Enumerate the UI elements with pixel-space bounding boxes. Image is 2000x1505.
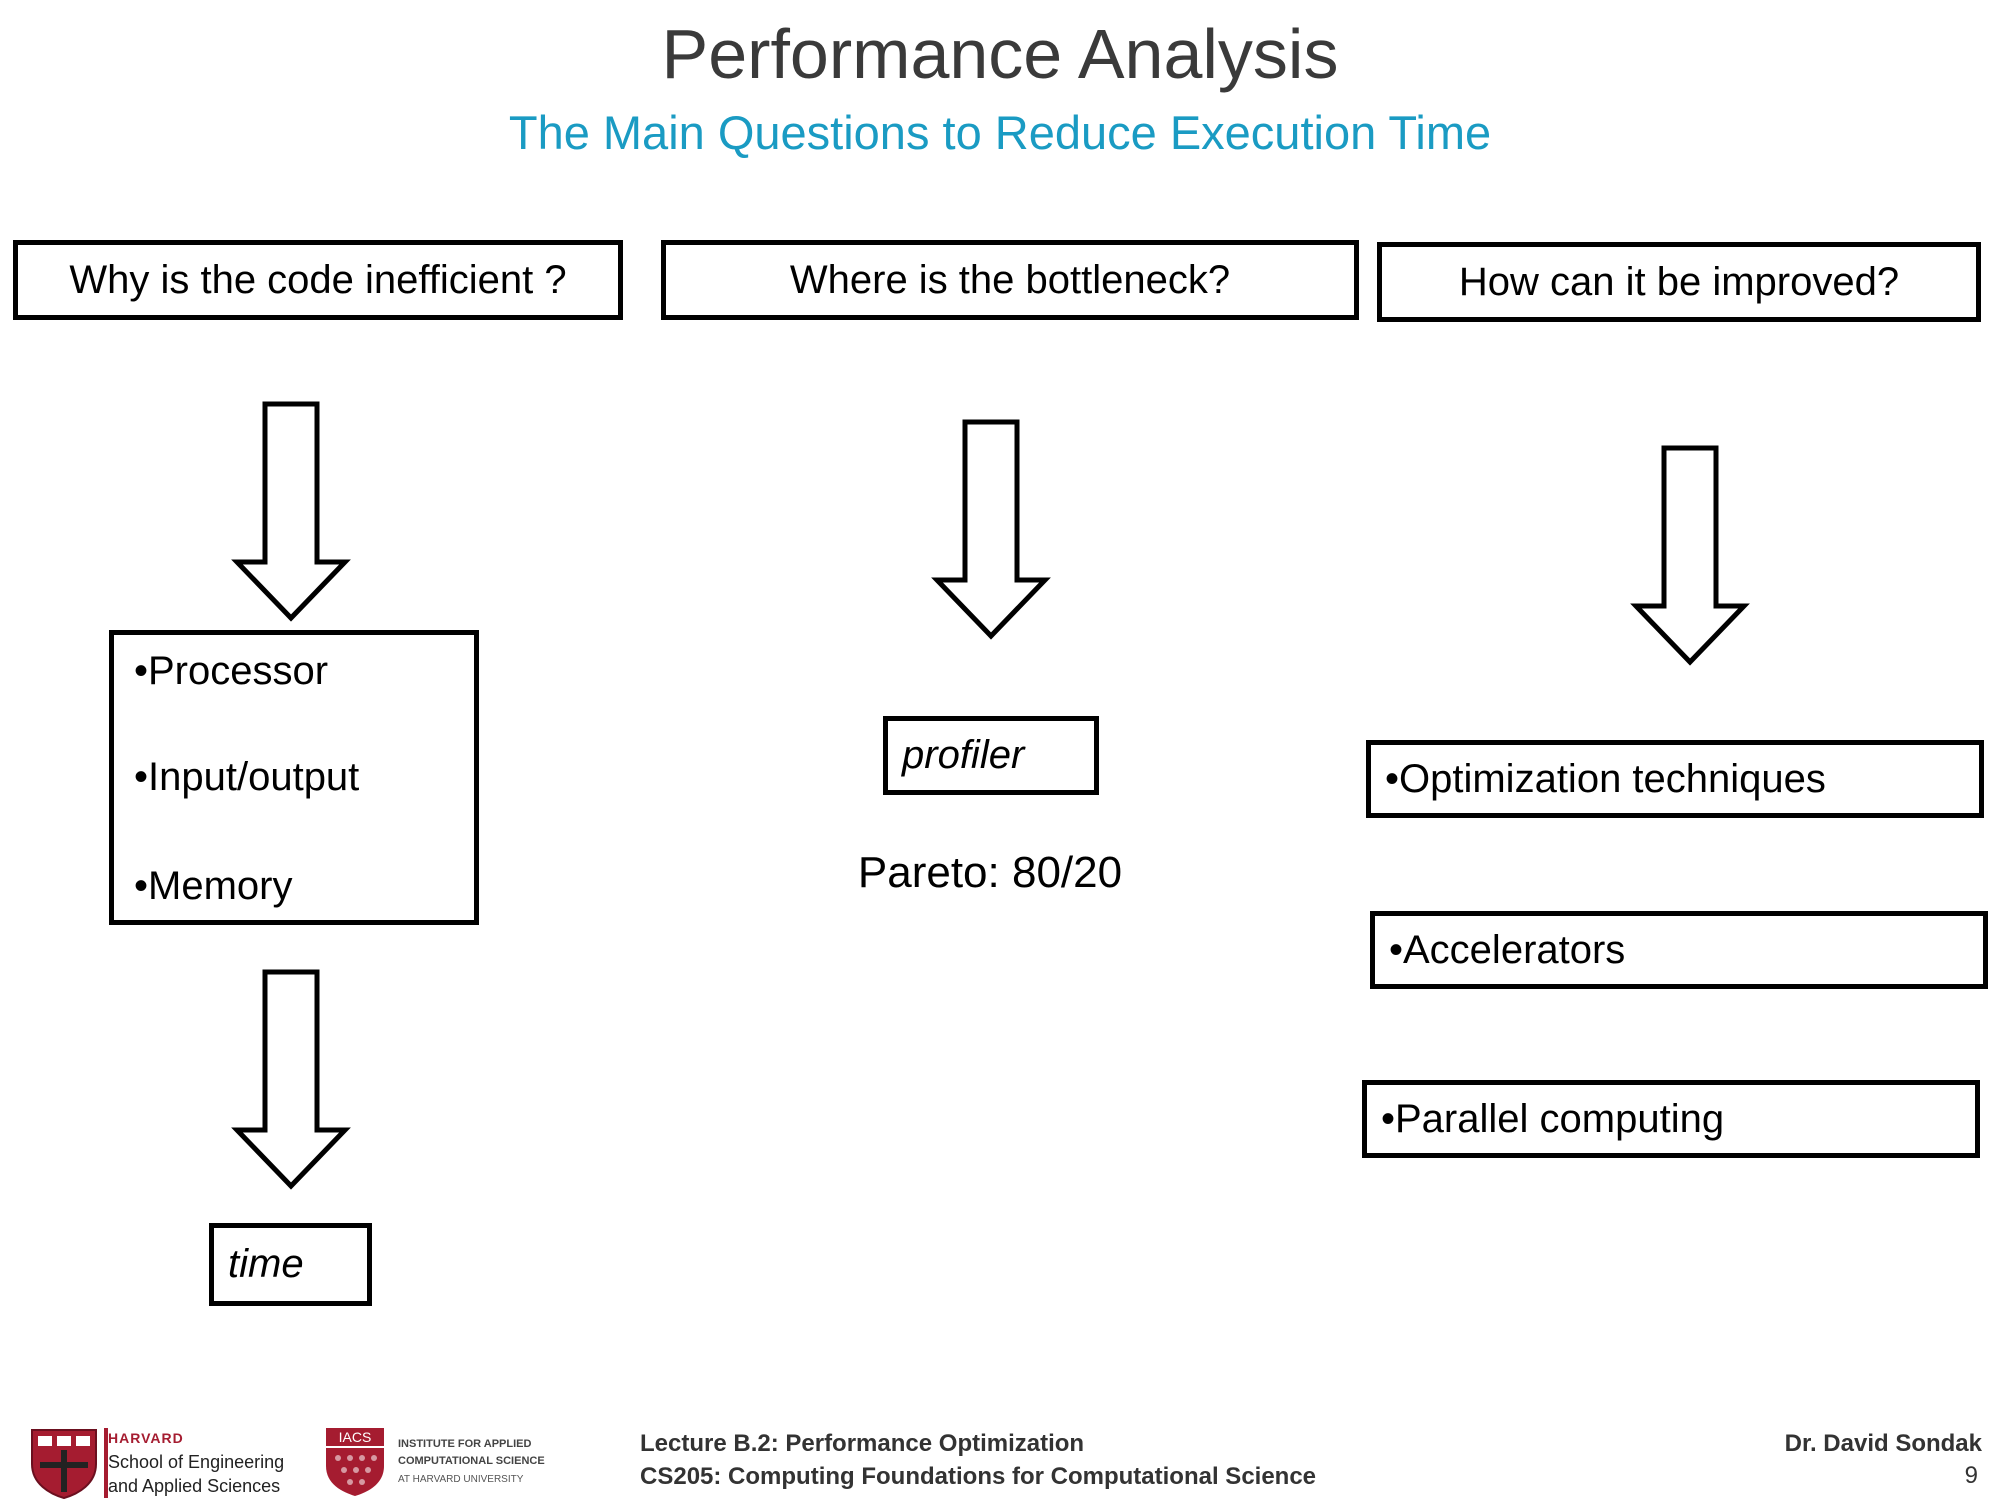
question-why-text: Why is the code inefficient ? bbox=[69, 257, 567, 302]
improvement-box-accelerators: •Accelerators bbox=[1370, 911, 1988, 989]
list-item: •Optimization techniques bbox=[1385, 756, 1826, 801]
harvard-shield-icon bbox=[28, 1428, 100, 1500]
improvement-box-optimization: •Optimization techniques bbox=[1366, 740, 1984, 818]
footer-author: Dr. David Sondak bbox=[1784, 1430, 1982, 1457]
cause-list-box: •Processor •Input/output •Memory bbox=[109, 630, 479, 925]
profiler-box: profiler bbox=[883, 716, 1099, 795]
question-where-text: Where is the bottleneck? bbox=[789, 257, 1231, 302]
harvard-divider bbox=[104, 1428, 108, 1498]
iacs-badge-text: IACS bbox=[339, 1429, 372, 1445]
list-item: •Memory bbox=[134, 864, 293, 908]
down-arrow-icon bbox=[231, 969, 351, 1190]
slide-title: Performance Analysis bbox=[661, 15, 1339, 93]
iacs-line1: INSTITUTE FOR APPLIED bbox=[398, 1438, 532, 1450]
list-item: •Processor bbox=[134, 649, 329, 693]
question-how-text: How can it be improved? bbox=[1458, 259, 1900, 304]
time-box: time bbox=[209, 1223, 372, 1306]
time-label: time bbox=[228, 1242, 304, 1286]
list-item: •Input/output bbox=[134, 755, 360, 799]
page-number: 9 bbox=[1964, 1462, 1978, 1489]
question-box-why: Why is the code inefficient ? bbox=[13, 240, 623, 320]
pareto-note: Pareto: 80/20 bbox=[857, 848, 1123, 897]
down-arrow-icon bbox=[931, 419, 1051, 640]
profiler-label: profiler bbox=[902, 733, 1025, 777]
down-arrow-icon bbox=[231, 401, 351, 622]
list-item: •Parallel computing bbox=[1381, 1096, 1725, 1141]
harvard-wordmark: HARVARD bbox=[108, 1430, 184, 1446]
harvard-school-line1: School of Engineering bbox=[108, 1452, 285, 1472]
improvement-box-parallel: •Parallel computing bbox=[1362, 1080, 1980, 1158]
iacs-line3: AT HARVARD UNIVERSITY bbox=[398, 1474, 524, 1485]
down-arrow-icon bbox=[1630, 445, 1750, 666]
footer-course: CS205: Computing Foundations for Computa… bbox=[640, 1463, 1317, 1490]
question-box-how: How can it be improved? bbox=[1377, 242, 1981, 322]
footer-lecture: Lecture B.2: Performance Optimization bbox=[640, 1430, 1085, 1457]
iacs-line2: COMPUTATIONAL SCIENCE bbox=[398, 1455, 545, 1467]
slide-subtitle: The Main Questions to Reduce Execution T… bbox=[508, 106, 1492, 159]
iacs-shield-icon: IACS bbox=[324, 1426, 386, 1498]
list-item: •Accelerators bbox=[1389, 927, 1626, 972]
question-box-where: Where is the bottleneck? bbox=[661, 240, 1359, 320]
harvard-school-line2: and Applied Sciences bbox=[108, 1476, 281, 1496]
